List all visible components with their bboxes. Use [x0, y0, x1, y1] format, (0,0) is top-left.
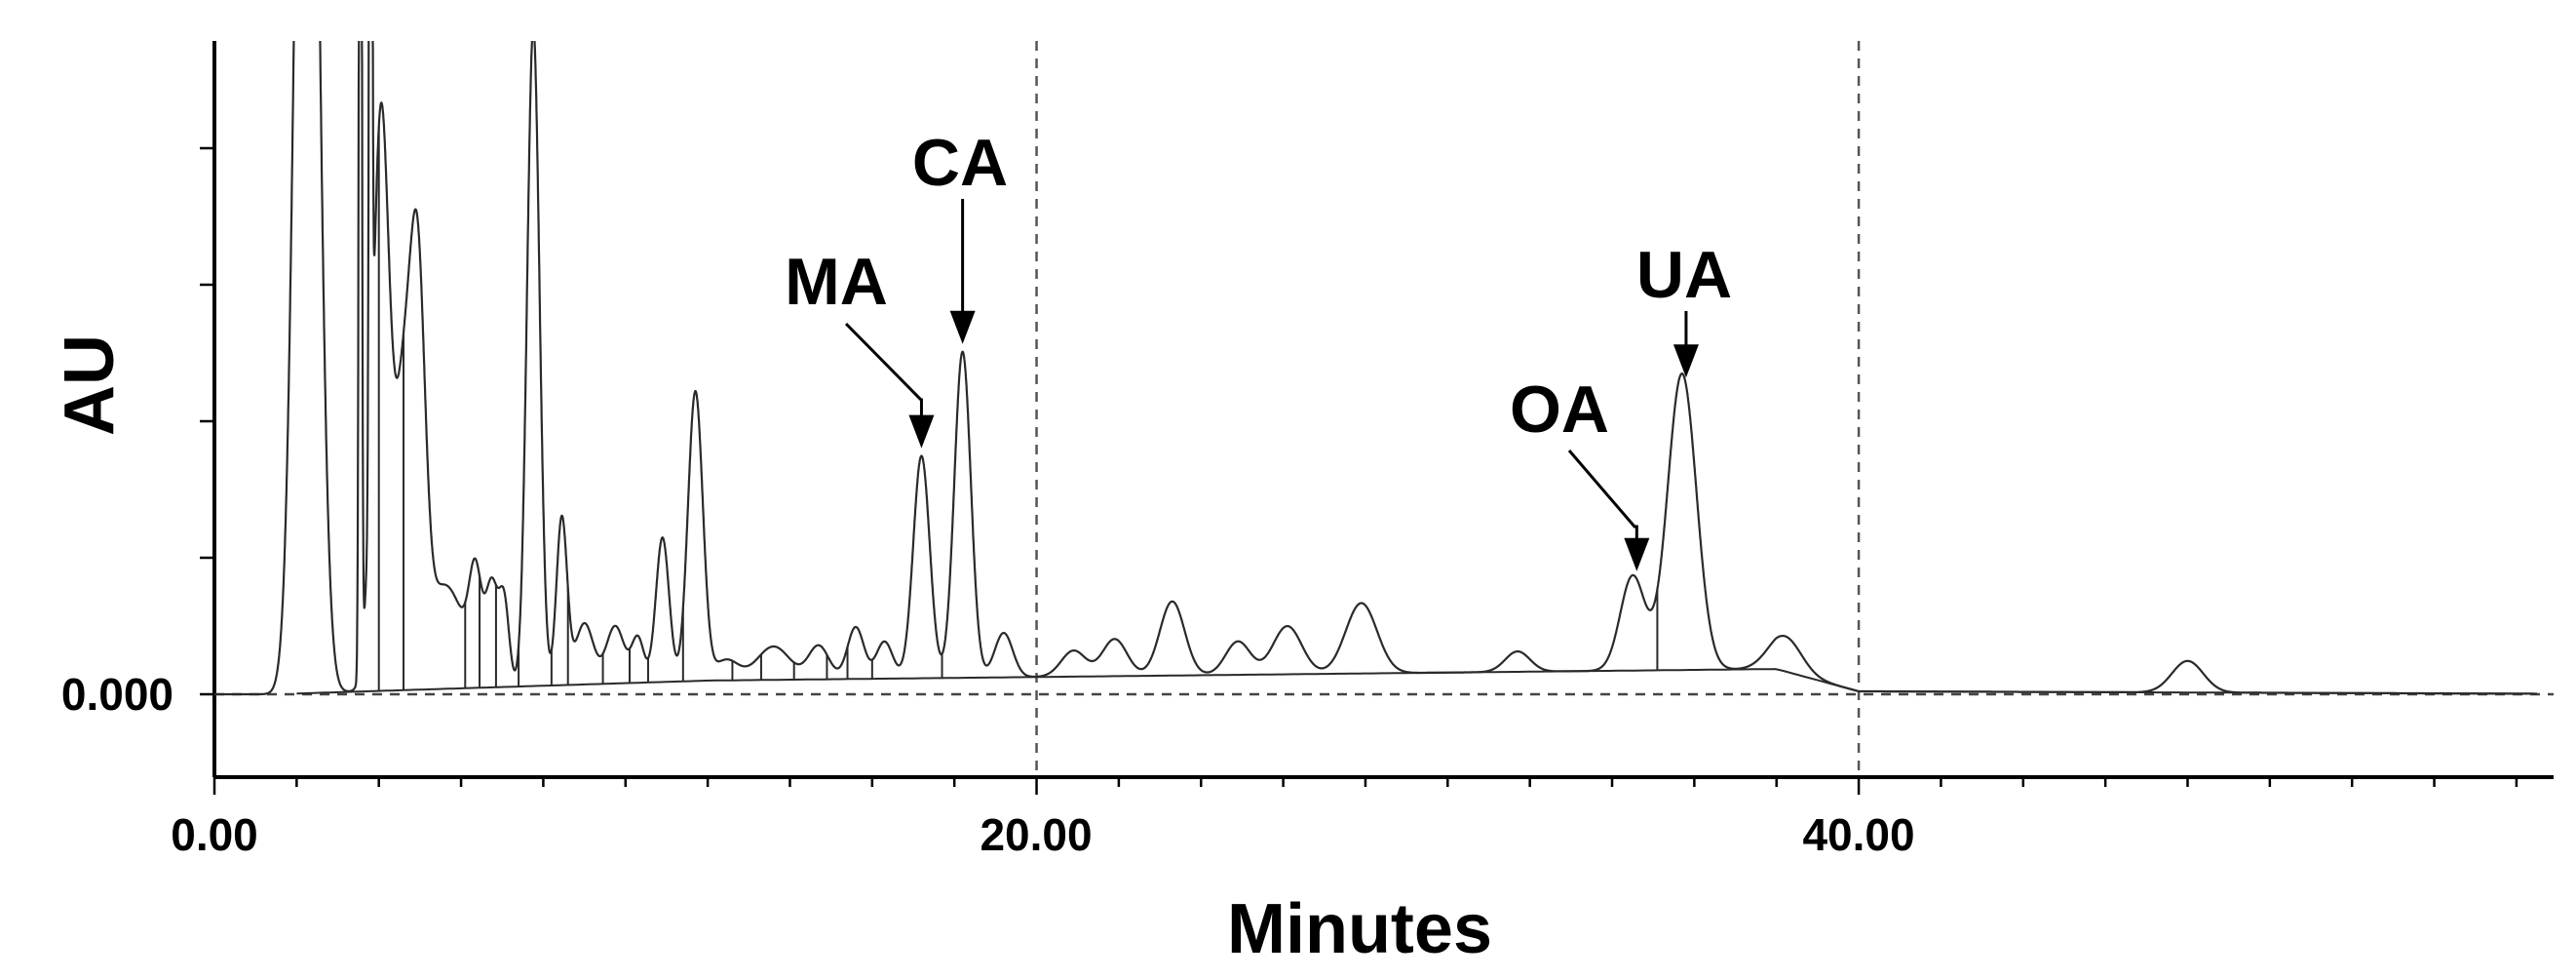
peak-annotation-oa: OA	[1510, 372, 1650, 571]
annotation-arrow-line	[844, 322, 923, 419]
peak-label: UA	[1636, 238, 1732, 312]
annotation-arrow-head	[1672, 344, 1699, 378]
x-tick-label-0: 0.00	[171, 809, 258, 860]
y-axis-title: AU	[51, 334, 129, 436]
peak-annotation-ua: UA	[1636, 238, 1732, 378]
x-axis-title: Minutes	[1227, 890, 1492, 968]
y-axis-ticks	[200, 146, 214, 696]
peak-label: CA	[912, 126, 1008, 200]
peak-label: OA	[1510, 372, 1609, 447]
annotation-arrow-head	[908, 414, 935, 449]
peak-annotation-ca: CA	[912, 126, 1008, 344]
x-axis-ticks	[212, 777, 2518, 795]
peak-annotations: MA CA OA UA	[785, 126, 1732, 571]
peak-label: MA	[785, 245, 888, 319]
x-tick-label-40: 40.00	[1802, 809, 1914, 860]
y-tick-label-0: 0.000	[61, 669, 173, 720]
peak-drop-lines	[377, 127, 1659, 691]
peak-annotation-ma: MA	[785, 245, 935, 449]
annotation-arrow-head	[949, 310, 976, 344]
chromatogram-trace	[214, 41, 2538, 696]
x-tick-label-20: 20.00	[980, 809, 1092, 860]
annotation-arrow-head	[1624, 537, 1650, 571]
annotation-arrow-line	[1567, 450, 1638, 542]
gridlines	[214, 41, 2554, 777]
plot-area: MA CA OA UA	[200, 41, 2554, 795]
